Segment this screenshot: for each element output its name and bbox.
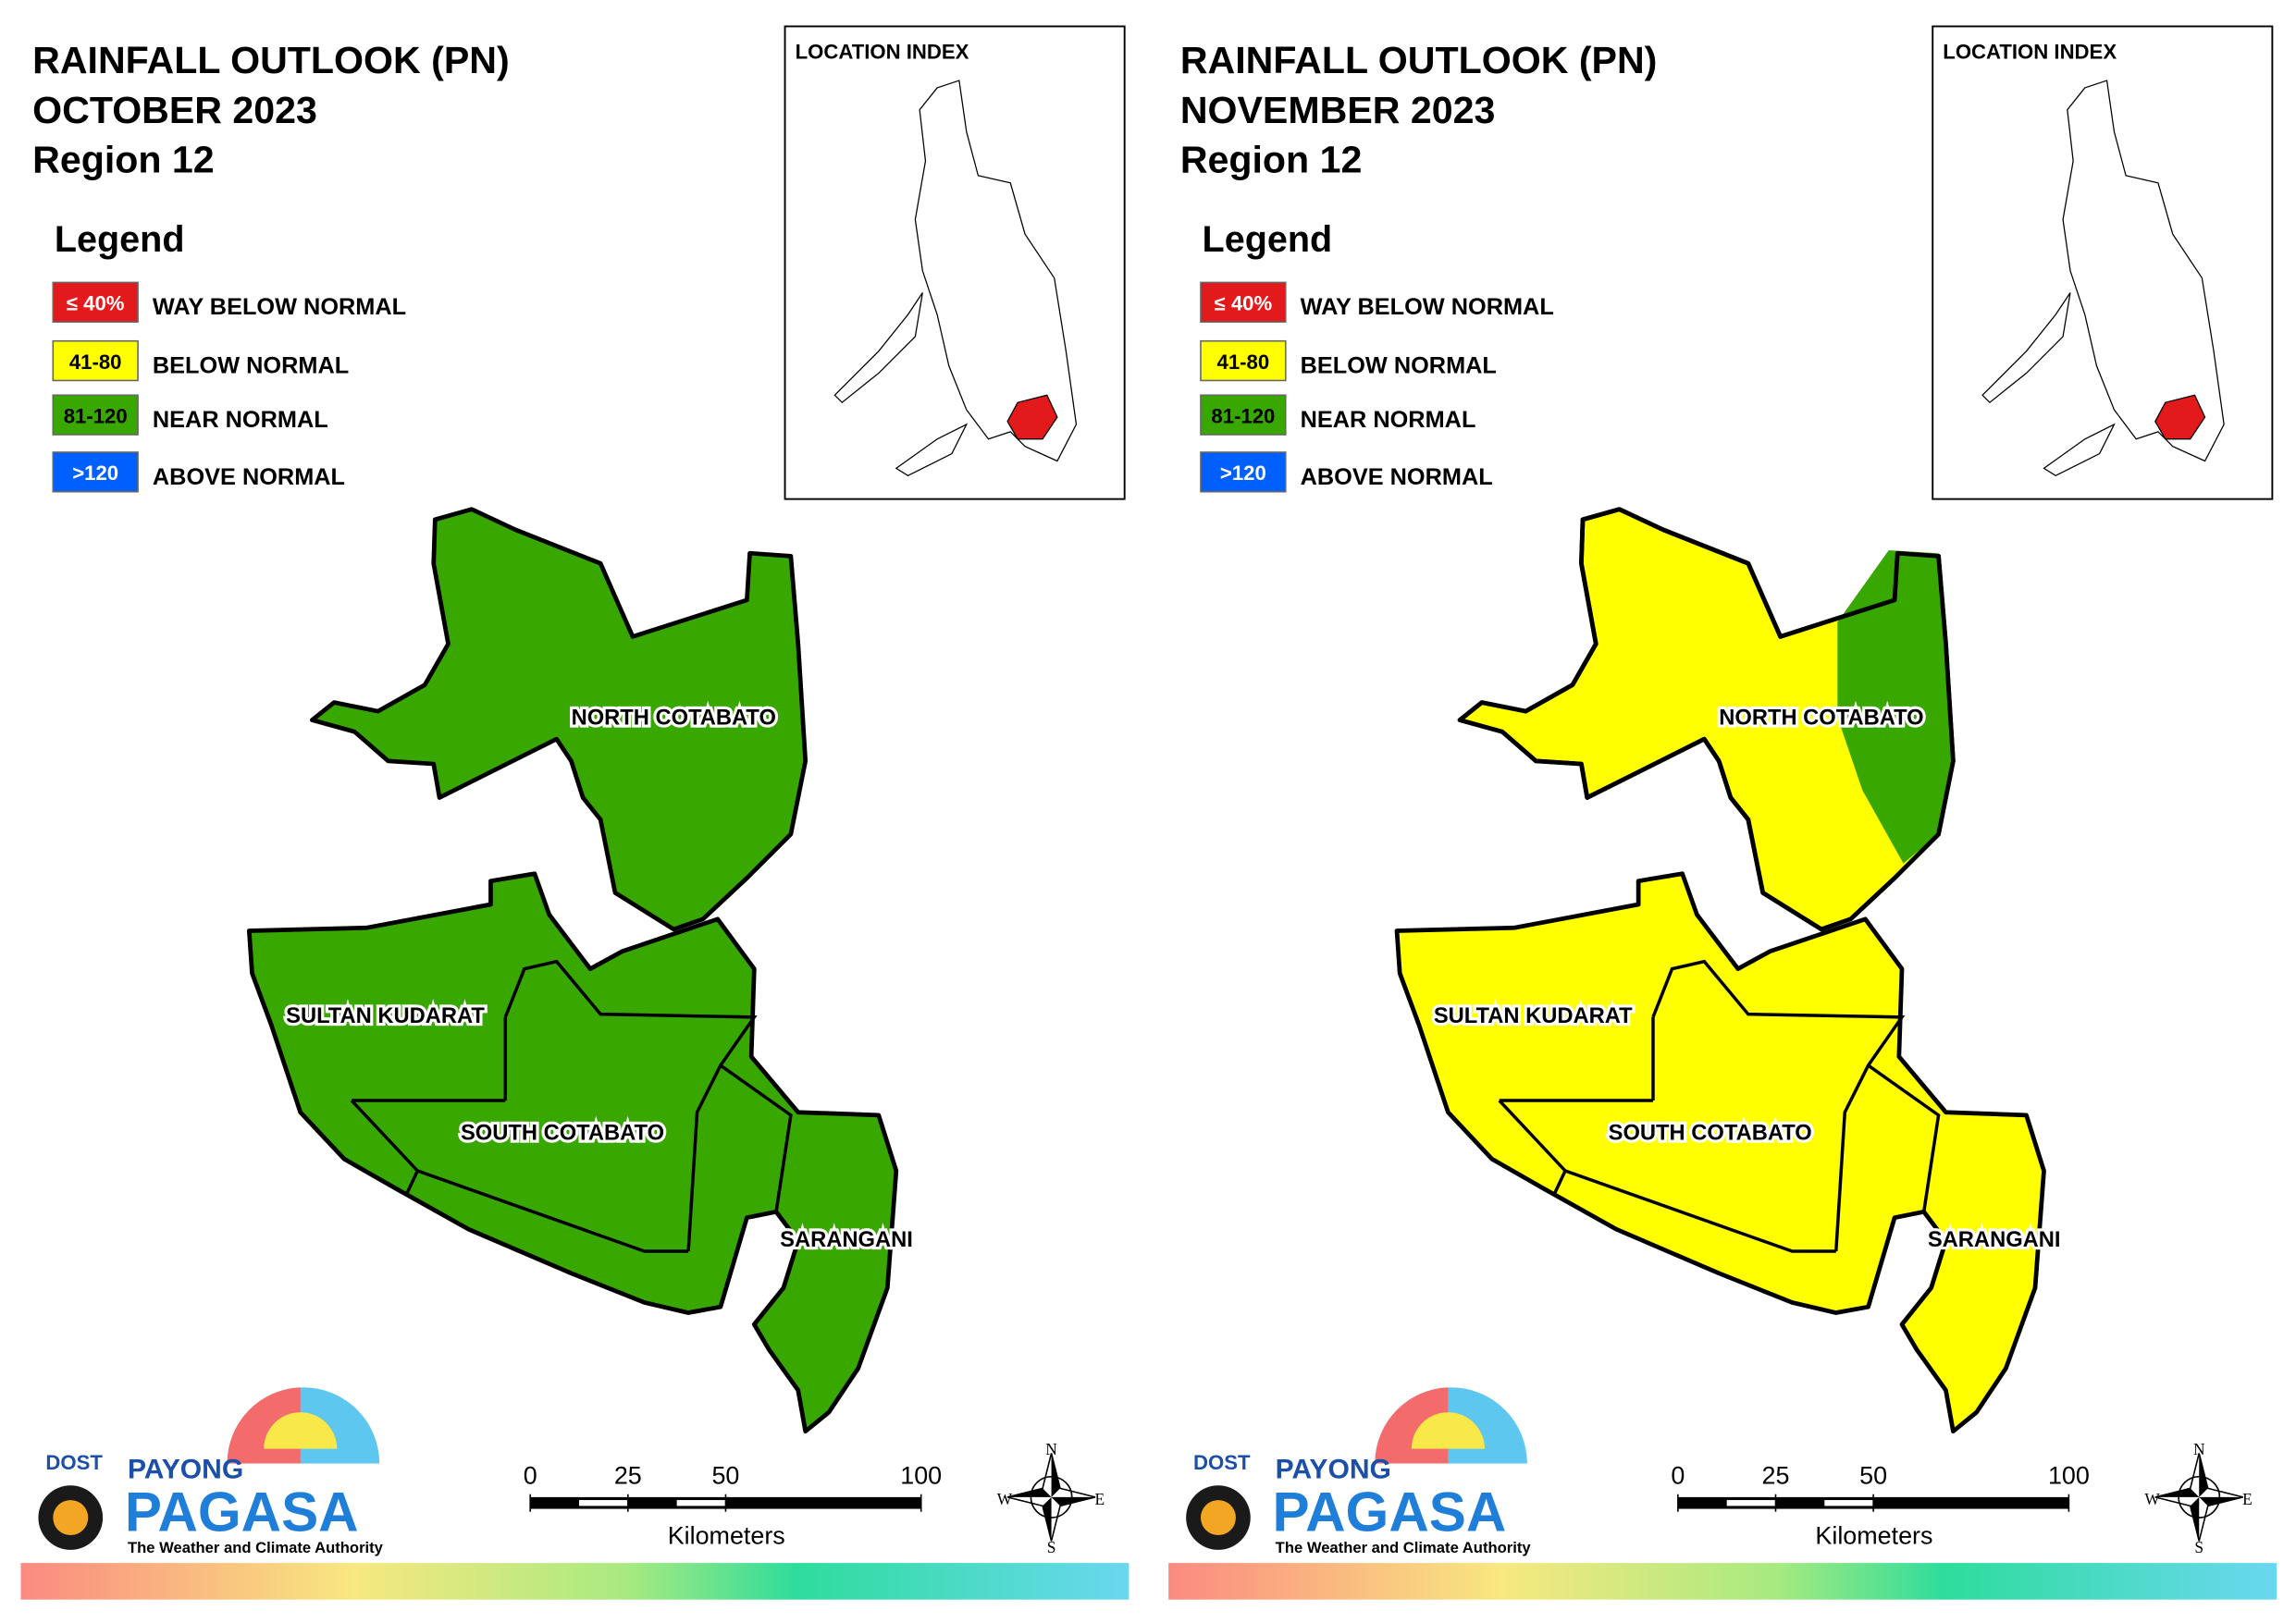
title-line: OCTOBER 2023 [32,89,317,131]
title-line: NOVEMBER 2023 [1180,89,1496,131]
inset-title: LOCATION INDEX [796,40,969,63]
compass-letter: E [1094,1490,1105,1508]
legend-label: >120 [72,461,118,485]
title-line: RAINFALL OUTLOOK (PN) [1180,39,1658,81]
province-label: SOUTH COTABATO [461,1122,664,1146]
logo-tagline: The Weather and Climate Authority [128,1539,384,1556]
panel-left-art [20,25,1129,1600]
logo-dost: DOST [45,1451,103,1474]
legend-swatch [52,394,139,436]
scale-tick-label: 0 [524,1462,537,1490]
legend-title: Legend [55,219,185,260]
legend-swatch [52,281,139,323]
legend-label: ≤ 40% [67,291,125,314]
legend-swatch [1200,339,1287,382]
scale-unit: Kilometers [668,1522,785,1550]
legend-text: WAY BELOW NORMAL [153,294,406,320]
compass-letter: E [2242,1490,2253,1508]
legend-label: ≤ 40% [1215,291,1273,314]
logo-payong: PAYONG [1276,1454,1391,1484]
province-label: SARANGANI [1928,1228,2061,1252]
legend-text: NEAR NORMAL [153,407,328,433]
compass-letter: N [1045,1440,1057,1458]
logo-dost: DOST [1193,1451,1251,1474]
panel-right-art [1168,25,2277,1600]
province-label: NORTH COTABATO [1719,706,1923,730]
legend-text: BELOW NORMAL [153,353,349,379]
logo-tagline: The Weather and Climate Authority [1276,1539,1532,1556]
scale-bar-segment [1824,1500,1874,1506]
content: RAINFALL OUTLOOK (PN) OCTOBER 2023 Region … [32,39,2253,1556]
legend-text: NEAR NORMAL [1301,407,1476,433]
compass-letter: S [1047,1538,1056,1556]
legend-swatch [1200,394,1287,436]
province-label: SULTAN KUDARAT [1434,1004,1633,1028]
province-label: NORTH COTABATO [572,706,776,730]
legend-text: ABOVE NORMAL [1301,464,1493,490]
scale-bar-segment [676,1500,726,1506]
legend-swatch [52,451,139,493]
legend-label: 41-80 [1217,350,1270,374]
legend-title: Legend [1203,219,1333,260]
compass-letter: W [2144,1490,2160,1508]
legend-swatch [1200,281,1287,323]
title-line: RAINFALL OUTLOOK (PN) [32,39,510,81]
panel: RAINFALL OUTLOOK (PN) OCTOBER 2023 Region … [32,39,1105,1556]
inset-title: LOCATION INDEX [1943,40,2117,63]
scale-tick-label: 25 [614,1462,642,1490]
compass-letter: W [997,1490,1013,1508]
legend-text: BELOW NORMAL [1301,353,1497,379]
legend-label: 81-120 [1211,404,1275,427]
legend-text: WAY BELOW NORMAL [1301,294,1554,320]
legend-swatch [52,339,139,382]
scale-bar-segment [1726,1500,1776,1506]
scale-tick-label: 50 [1859,1462,1887,1490]
province-label: SARANGANI [780,1228,913,1252]
province-label: SOUTH COTABATO [1609,1122,1812,1146]
scale-bar-segment [578,1500,628,1506]
province-label: SULTAN KUDARAT [286,1004,485,1028]
logo-payong: PAYONG [128,1454,243,1484]
legend-label: 41-80 [69,350,122,374]
logo-pagasa: PAGASA [125,1481,359,1543]
scale-tick-label: 100 [900,1462,942,1490]
compass-letter: S [2194,1538,2203,1556]
legend-label: >120 [1220,461,1266,485]
logo-pagasa: PAGASA [1273,1481,1507,1543]
legend-label: 81-120 [64,404,128,427]
scale-tick-label: 0 [1671,1462,1685,1490]
scale-tick-label: 50 [711,1462,739,1490]
scale-unit: Kilometers [1815,1522,1932,1550]
legend-swatch [1200,451,1287,493]
title-line: Region 12 [32,139,215,181]
legend-text: ABOVE NORMAL [153,464,345,490]
scale-tick-label: 100 [2048,1462,2090,1490]
title-line: Region 12 [1180,139,1363,181]
panel: RAINFALL OUTLOOK (PN) NOVEMBER 2023 Region… [1180,39,2253,1556]
compass-letter: N [2193,1440,2205,1458]
scale-tick-label: 25 [1762,1462,1790,1490]
